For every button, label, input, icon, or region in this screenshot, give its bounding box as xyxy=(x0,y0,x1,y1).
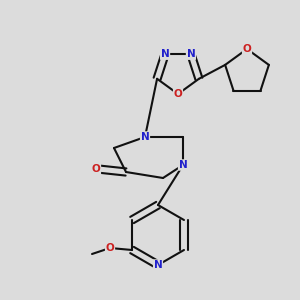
Text: N: N xyxy=(141,132,149,142)
Text: O: O xyxy=(106,243,114,253)
Text: N: N xyxy=(154,260,162,270)
Text: N: N xyxy=(161,49,170,59)
Text: O: O xyxy=(92,164,100,174)
Text: O: O xyxy=(243,44,251,54)
Text: N: N xyxy=(178,160,188,170)
Text: N: N xyxy=(187,49,195,59)
Text: O: O xyxy=(174,89,182,99)
